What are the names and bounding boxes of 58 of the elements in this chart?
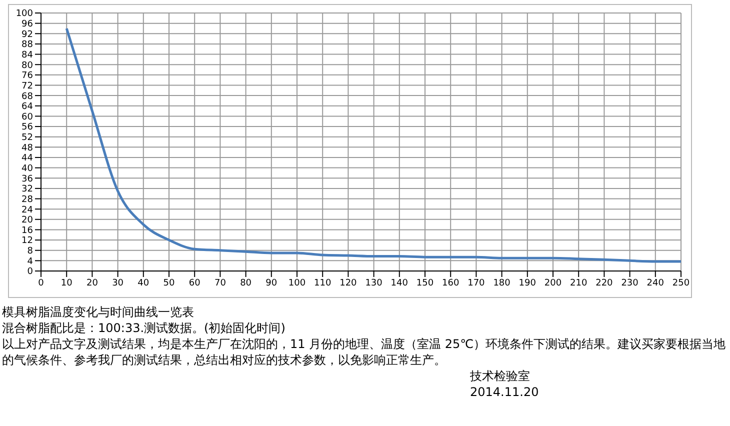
x-tick-label: 240: [646, 278, 664, 288]
text: 2014.11.20: [469, 384, 540, 400]
y-tick-label: 44: [22, 154, 34, 164]
x-tick-label: 30: [112, 278, 124, 288]
y-tick-label: 92: [22, 30, 33, 40]
x-tick-label: 120: [340, 278, 358, 288]
y-tick-label: 8: [27, 246, 34, 257]
text: 混合树脂配比是：100:33.测试数据。(初始固化时间): [2, 320, 286, 336]
y-tick-label: 96: [22, 20, 34, 30]
x-tick-label: 220: [596, 278, 614, 288]
y-tick-label: 56: [22, 122, 34, 133]
y-tick-label: 40: [22, 164, 34, 174]
y-tick-label: 4: [27, 256, 34, 267]
x-tick-label: 230: [621, 278, 639, 288]
y-tick-label: 16: [22, 226, 34, 236]
x-tick-label: 160: [442, 278, 460, 288]
y-tick-label: 100: [16, 9, 34, 20]
text: 技术检验室: [469, 368, 531, 384]
y-tick-label: 60: [22, 112, 34, 122]
y-tick-label: 20: [22, 216, 34, 226]
x-tick-label: 90: [266, 278, 278, 288]
y-tick-label: 80: [22, 60, 34, 71]
x-tick-label: 150: [416, 278, 434, 288]
x-tick-label: 10: [60, 278, 73, 288]
x-tick-label: 20: [86, 278, 98, 288]
y-tick-label: 32: [22, 184, 33, 195]
x-tick-label: 250: [672, 278, 690, 288]
y-tick-label: 28: [22, 194, 34, 205]
x-tick-label: 40: [138, 278, 150, 288]
x-tick-label: 50: [163, 278, 175, 288]
y-tick-label: 76: [22, 71, 34, 82]
x-tick-label: 60: [188, 278, 201, 288]
x-tick-label: 140: [390, 278, 408, 288]
y-tick-label: 0: [27, 267, 34, 278]
x-tick-label: 180: [493, 278, 511, 288]
x-tick-label: 130: [365, 278, 383, 288]
text: 以上对产品文字及测试结果，均是本生产厂在沈阳的，11 月份的地理、温度（室温 25℃）环境条件下测试的结果。建议买家要根据当地的气候条件、参考我厂的测试结果，总结出相对应的技术参数，以免影响正常生产。: [2, 336, 727, 368]
x-tick-label: 170: [468, 278, 486, 288]
y-tick-label: 12: [22, 236, 33, 246]
text: 模具树脂温度变化与时间曲线一览表: [2, 304, 195, 320]
x-tick-label: 80: [240, 278, 252, 288]
x-tick-label: 200: [544, 278, 562, 288]
y-tick-label: 88: [22, 40, 34, 50]
y-tick-label: 36: [22, 174, 34, 184]
line-series: [65, 27, 681, 263]
y-tick-label: 84: [22, 50, 34, 60]
x-tick-label: 70: [214, 278, 226, 288]
x-tick-label: 100: [288, 278, 306, 288]
y-tick-label: 68: [22, 92, 34, 102]
y-tick-label: 72: [22, 81, 33, 92]
x-tick-label: 110: [314, 278, 332, 288]
x-tick-label: 190: [518, 278, 536, 288]
y-tick-label: 64: [22, 102, 34, 112]
x-tick-label: 210: [570, 278, 588, 288]
y-tick-label: 52: [22, 133, 33, 144]
x-tick-label: 0: [38, 278, 44, 288]
y-tick-label: 24: [22, 205, 34, 216]
y-tick-label: 48: [22, 143, 34, 154]
